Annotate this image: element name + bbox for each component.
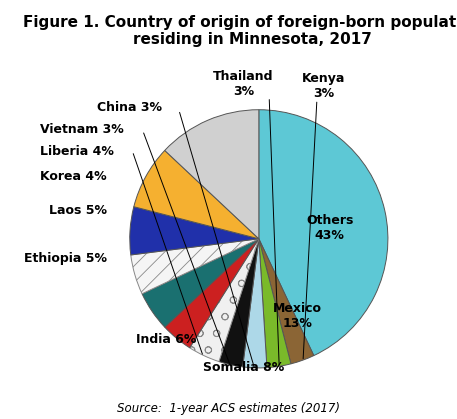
Text: Laos 5%: Laos 5% — [48, 204, 106, 217]
Text: Somalia 8%: Somalia 8% — [203, 361, 284, 375]
Wedge shape — [190, 239, 259, 362]
Wedge shape — [142, 239, 259, 327]
Wedge shape — [134, 150, 259, 239]
Text: Source:  1-year ACS estimates (2017): Source: 1-year ACS estimates (2017) — [117, 402, 340, 415]
Title: Figure 1. Country of origin of foreign-born population
residing in Minnesota, 20: Figure 1. Country of origin of foreign-b… — [22, 15, 457, 47]
Wedge shape — [131, 239, 259, 294]
Text: Ethiopia 5%: Ethiopia 5% — [23, 252, 106, 265]
Text: Kenya
3%: Kenya 3% — [302, 72, 345, 101]
Wedge shape — [130, 207, 259, 255]
Text: Mexico
13%: Mexico 13% — [273, 302, 322, 330]
Wedge shape — [219, 239, 259, 367]
Wedge shape — [259, 239, 291, 367]
Wedge shape — [259, 110, 388, 356]
Text: Korea 4%: Korea 4% — [40, 171, 106, 184]
Wedge shape — [165, 239, 259, 348]
Wedge shape — [243, 239, 267, 368]
Text: Thailand
3%: Thailand 3% — [213, 70, 274, 98]
Text: Others
43%: Others 43% — [306, 215, 354, 243]
Wedge shape — [165, 110, 259, 239]
Text: Liberia 4%: Liberia 4% — [40, 145, 114, 158]
Text: India 6%: India 6% — [136, 333, 196, 346]
Text: China 3%: China 3% — [97, 101, 162, 114]
Text: Vietnam 3%: Vietnam 3% — [40, 123, 123, 136]
Wedge shape — [259, 239, 314, 364]
